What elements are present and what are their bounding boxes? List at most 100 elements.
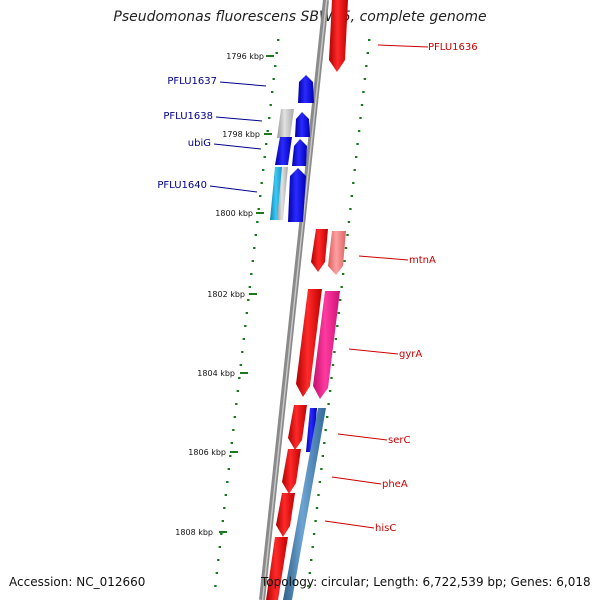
- minor-tick: [254, 234, 257, 236]
- topology-text: Topology: circular; Length: 6,722,539 bp…: [261, 575, 591, 589]
- minor-tick: [229, 455, 232, 457]
- minor-tick: [333, 351, 336, 353]
- scale-tick-1800: 1800 kbp: [215, 209, 264, 218]
- gene-PFLU1640[interactable]: [288, 168, 306, 222]
- minor-tick: [233, 416, 236, 418]
- minor-tick: [307, 585, 310, 587]
- minor-tick: [346, 234, 349, 236]
- minor-tick: [355, 156, 358, 158]
- tick-label-1800: 1800 kbp: [215, 209, 253, 218]
- gene-label-PFLU1638: PFLU1638: [163, 111, 213, 122]
- minor-tick: [314, 520, 317, 522]
- minor-tick: [362, 91, 365, 93]
- minor-tick: [260, 182, 263, 184]
- minor-tick: [218, 546, 221, 548]
- gene-label-mtnA: mtnA: [409, 255, 436, 266]
- minor-tick: [220, 533, 223, 535]
- minor-tick: [250, 273, 253, 275]
- gene-ubiG-partner[interactable]: [292, 139, 307, 166]
- minor-tick: [266, 130, 269, 132]
- minor-tick: [251, 260, 254, 262]
- minor-tick: [312, 533, 316, 535]
- minor-tick: [275, 52, 278, 54]
- minor-tick: [326, 416, 329, 418]
- minor-tick: [226, 481, 229, 483]
- minor-tick: [224, 494, 227, 496]
- minor-tick: [230, 442, 233, 444]
- minor-tick: [248, 286, 251, 288]
- minor-tick: [365, 65, 368, 67]
- minor-tick: [272, 78, 275, 80]
- minor-tick: [215, 572, 218, 574]
- minor-tick: [359, 117, 362, 119]
- tick-label-1798: 1798 kbp: [222, 130, 260, 139]
- minor-tick: [241, 351, 244, 353]
- label-leaders: [209, 44, 429, 529]
- minor-tick: [242, 338, 245, 340]
- minor-tick: [269, 104, 272, 106]
- minor-tick: [256, 221, 259, 223]
- minor-tick: [328, 390, 332, 392]
- gene-label-pheA: pheA: [382, 479, 408, 490]
- minor-tick: [331, 364, 335, 366]
- gene-mtnA-a[interactable]: [311, 229, 328, 272]
- minor-tick: [239, 364, 242, 366]
- gene-label-gyrA: gyrA: [399, 349, 422, 360]
- minor-tick: [321, 455, 324, 457]
- gene-PFLU1638-small[interactable]: [295, 112, 310, 137]
- gene-label-PFLU1640: PFLU1640: [157, 180, 207, 191]
- minor-tick: [341, 273, 345, 275]
- minor-tick: [357, 130, 361, 132]
- minor-tick: [262, 169, 265, 171]
- tick-label-1796: 1796 kbp: [226, 52, 264, 61]
- gene-PFLU1640-b[interactable]: [277, 167, 288, 220]
- gene-ubiG[interactable]: [275, 137, 292, 165]
- gene-gyrA-a[interactable]: [296, 289, 322, 397]
- gene-PFLU1638[interactable]: [277, 109, 294, 138]
- minor-tick: [339, 299, 342, 301]
- minor-tick: [274, 65, 277, 67]
- scale-tick-1796: 1796 kbp: [226, 52, 274, 61]
- minor-tick: [350, 195, 353, 197]
- minor-tick: [236, 390, 239, 392]
- gene-serC-a[interactable]: [288, 405, 307, 450]
- minor-tick: [265, 143, 268, 145]
- minor-tick: [368, 39, 371, 41]
- minor-tick: [344, 247, 348, 249]
- gene-pheA[interactable]: [282, 449, 301, 494]
- gene-serC-c[interactable]: [283, 408, 326, 600]
- minor-tick: [366, 52, 369, 54]
- minor-tick: [263, 156, 266, 158]
- minor-tick: [238, 377, 241, 379]
- minor-tick: [343, 260, 346, 262]
- minor-tick: [324, 429, 327, 431]
- minor-tick: [340, 286, 343, 288]
- genome-backbone-highlight: [261, 0, 328, 600]
- minor-tick: [214, 585, 217, 587]
- gene-next-forward[interactable]: [266, 537, 288, 600]
- gene-label-ubiG: ubiG: [188, 138, 211, 149]
- minor-tick: [352, 182, 355, 184]
- minor-tick: [247, 299, 250, 301]
- tick-label-1804: 1804 kbp: [197, 369, 235, 378]
- minor-tick: [221, 520, 224, 522]
- scale-tick-1806: 1806 kbp: [188, 448, 238, 457]
- gene-gyrA-b[interactable]: [313, 291, 340, 399]
- minor-tick: [323, 442, 326, 444]
- minor-tick: [227, 468, 230, 470]
- gene-serC-b[interactable]: [306, 408, 317, 452]
- minor-tick: [245, 312, 248, 314]
- scale-tick-1808: 1808 kbp: [175, 528, 227, 537]
- gene-PFLU1636[interactable]: [329, 0, 348, 72]
- outer-tick-track: [214, 39, 280, 587]
- gene-PFLU1640-a[interactable]: [270, 167, 283, 220]
- gene-mtnA-b[interactable]: [328, 231, 346, 275]
- gene-label-PFLU1637: PFLU1637: [167, 76, 217, 87]
- minor-tick: [334, 338, 338, 340]
- gene-hisC[interactable]: [276, 493, 295, 537]
- gene-label-serC: serC: [388, 435, 410, 446]
- gene-label-PFLU1636: PFLU1636: [428, 42, 478, 53]
- minor-tick: [217, 559, 220, 561]
- gene-PFLU1637[interactable]: [298, 75, 314, 103]
- minor-tick: [318, 481, 322, 483]
